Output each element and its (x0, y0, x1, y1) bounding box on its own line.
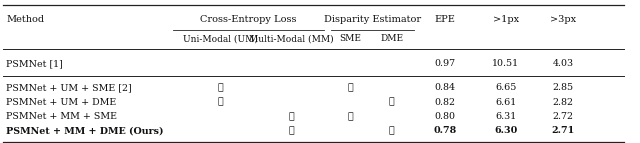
Text: PSMNet + MM + DME (Ours): PSMNet + MM + DME (Ours) (6, 126, 164, 135)
Text: PSMNet + UM + SME [2]: PSMNet + UM + SME [2] (6, 84, 132, 92)
Text: PSMNet + UM + DME: PSMNet + UM + DME (6, 98, 116, 107)
Text: 2.72: 2.72 (553, 112, 573, 121)
Text: Multi-Modal (MM): Multi-Modal (MM) (249, 34, 333, 43)
Text: >1px: >1px (493, 15, 518, 24)
Text: DME: DME (380, 34, 403, 43)
Text: ✓: ✓ (348, 84, 353, 92)
Text: 0.82: 0.82 (435, 98, 455, 107)
Text: ✓: ✓ (389, 126, 394, 135)
Text: Disparity Estimator: Disparity Estimator (324, 15, 421, 24)
Text: 2.82: 2.82 (553, 98, 573, 107)
Text: ✓: ✓ (348, 112, 353, 121)
Text: Cross-Entropy Loss: Cross-Entropy Loss (200, 15, 297, 24)
Text: 2.85: 2.85 (552, 84, 574, 92)
Text: 6.31: 6.31 (495, 112, 516, 121)
Text: ✓: ✓ (289, 112, 294, 121)
Text: PSMNet + MM + SME: PSMNet + MM + SME (6, 112, 117, 121)
Text: 0.80: 0.80 (435, 112, 455, 121)
Text: >3px: >3px (550, 15, 576, 24)
Text: 0.78: 0.78 (433, 126, 456, 135)
Text: ✓: ✓ (389, 98, 394, 107)
Text: EPE: EPE (435, 15, 455, 24)
Text: 10.51: 10.51 (492, 59, 519, 68)
Text: ✓: ✓ (289, 126, 294, 135)
Text: ✓: ✓ (218, 98, 223, 107)
Text: 0.97: 0.97 (434, 59, 456, 68)
Text: 6.61: 6.61 (495, 98, 516, 107)
Text: 4.03: 4.03 (552, 59, 574, 68)
Text: 6.65: 6.65 (495, 84, 516, 92)
Text: PSMNet [1]: PSMNet [1] (6, 59, 63, 68)
Text: 2.71: 2.71 (552, 126, 575, 135)
Text: 0.84: 0.84 (435, 84, 455, 92)
Text: SME: SME (339, 34, 361, 43)
Text: 6.30: 6.30 (494, 126, 517, 135)
Text: Uni-Modal (UM): Uni-Modal (UM) (184, 34, 258, 43)
Text: ✓: ✓ (218, 84, 223, 92)
Text: Method: Method (6, 15, 45, 24)
